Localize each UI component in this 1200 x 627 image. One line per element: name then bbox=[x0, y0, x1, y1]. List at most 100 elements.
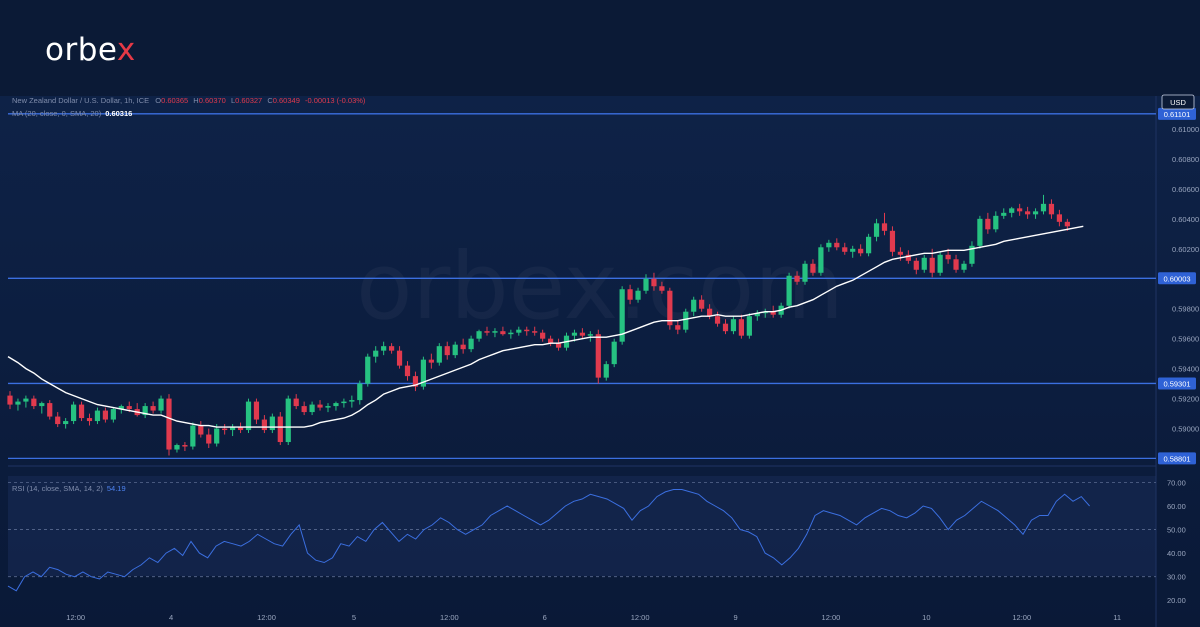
candle-body-down bbox=[659, 286, 665, 291]
candle-body-down bbox=[738, 319, 744, 336]
rsi-levels bbox=[8, 482, 1156, 578]
price-tick-label: 0.60600 bbox=[1172, 185, 1199, 194]
candle-body-down bbox=[889, 230, 896, 252]
candle-body-up bbox=[118, 406, 124, 410]
candle-body-up bbox=[71, 404, 77, 422]
candle-body-down bbox=[389, 346, 395, 351]
candle-body-down bbox=[253, 401, 260, 420]
horizontal-levels: 0.61101 0.60003 0.59301 0.58801 bbox=[8, 107, 1196, 465]
candle-body-up bbox=[1001, 212, 1007, 216]
time-tick-label: 6 bbox=[543, 613, 547, 622]
candle-body-down bbox=[261, 419, 267, 431]
candle-body-up bbox=[1009, 208, 1015, 213]
candle-body-up bbox=[866, 236, 872, 254]
rsi-tick-label: 40.00 bbox=[1167, 549, 1186, 558]
candle-body-down bbox=[1025, 211, 1031, 215]
candle-body-up bbox=[993, 215, 999, 230]
candle-body-down bbox=[858, 248, 864, 254]
level-label: 0.60003 bbox=[1163, 274, 1190, 283]
currency-label: USD bbox=[1170, 98, 1186, 107]
candle-body-down bbox=[881, 223, 888, 231]
candle-body-up bbox=[325, 406, 331, 408]
candle-body-down bbox=[1017, 208, 1023, 212]
candle-body-down bbox=[126, 406, 132, 410]
rsi-tick-label: 30.00 bbox=[1167, 573, 1186, 582]
candle-body-up bbox=[1040, 203, 1047, 212]
candle-body-up bbox=[230, 427, 236, 431]
candle-body-down bbox=[198, 425, 204, 435]
candle-body-down bbox=[770, 311, 776, 315]
candle-body-up bbox=[476, 331, 482, 339]
candle-body-up bbox=[969, 245, 975, 264]
time-tick-label: 12:00 bbox=[822, 613, 841, 622]
time-tick-label: 10 bbox=[922, 613, 930, 622]
candle-body-up bbox=[802, 263, 808, 282]
candle-body-down bbox=[1048, 203, 1055, 215]
time-tick-label: 4 bbox=[169, 613, 173, 622]
price-tick-label: 0.59000 bbox=[1172, 425, 1199, 434]
price-tick-label: 0.59600 bbox=[1172, 335, 1199, 344]
candle-body-down bbox=[47, 403, 53, 417]
candle-body-down bbox=[794, 275, 800, 282]
level-badge bbox=[1158, 107, 1196, 120]
currency-badge[interactable] bbox=[1161, 94, 1195, 110]
ma-line bbox=[7, 225, 1084, 428]
candle-body-up bbox=[110, 409, 116, 420]
candle-body-down bbox=[293, 398, 299, 407]
candle-body-up bbox=[63, 421, 69, 425]
price-tick-label: 0.59400 bbox=[1172, 365, 1199, 374]
candle-body-up bbox=[269, 416, 275, 431]
candle-body-up bbox=[245, 401, 252, 431]
candle-body-down bbox=[1056, 214, 1062, 222]
candle-body-up bbox=[468, 338, 474, 350]
candle-body-up bbox=[873, 223, 880, 237]
candle-body-up bbox=[611, 341, 617, 365]
candle-body-down bbox=[484, 331, 490, 333]
candle-body-up bbox=[214, 428, 220, 444]
candle-body-up bbox=[357, 383, 363, 401]
candle-body-up bbox=[23, 398, 29, 402]
candle-body-up bbox=[635, 290, 641, 300]
candle-body-up bbox=[619, 289, 625, 342]
candle-body-down bbox=[182, 445, 188, 447]
candle-body-down bbox=[524, 329, 530, 332]
candle-body-down bbox=[428, 359, 434, 363]
time-tick-label: 12:00 bbox=[257, 613, 276, 622]
candle-body-down bbox=[555, 343, 562, 348]
candle-body-down bbox=[460, 344, 466, 350]
candle-body-down bbox=[667, 290, 673, 326]
candle-body-up bbox=[571, 332, 578, 336]
candle-body-up bbox=[142, 406, 148, 416]
candle-body-down bbox=[651, 278, 657, 287]
candle-body-up bbox=[420, 359, 426, 387]
candle-body-down bbox=[317, 404, 323, 408]
candle-body-up bbox=[333, 403, 339, 407]
candle-body-down bbox=[985, 218, 991, 230]
candle-body-up bbox=[762, 311, 768, 314]
time-tick-label: 11 bbox=[1113, 613, 1121, 622]
candle-body-up bbox=[341, 401, 347, 404]
candle-body-up bbox=[643, 278, 649, 291]
ma-legend: MA (20, close, 0, SMA, 20) 0.60316 bbox=[12, 109, 132, 118]
candle-body-down bbox=[627, 289, 633, 300]
level-badge bbox=[1158, 452, 1196, 465]
candle-body-down bbox=[579, 332, 585, 336]
candle-body-up bbox=[730, 319, 737, 332]
candle-body-up bbox=[516, 329, 522, 333]
candle-body-up bbox=[158, 398, 164, 411]
level-label: 0.61101 bbox=[1164, 110, 1191, 119]
candle-body-up bbox=[786, 275, 792, 306]
candle-body-down bbox=[834, 242, 840, 248]
rsi-ticks: 70.00 60.00 50.00 40.00 30.00 20.00 bbox=[1167, 478, 1186, 605]
candle-body-down bbox=[540, 332, 546, 339]
price-tick-label: 0.61000 bbox=[1172, 125, 1199, 134]
candle-body-down bbox=[953, 259, 959, 270]
candle-body-up bbox=[754, 313, 760, 317]
candle-body-up bbox=[349, 400, 355, 402]
candle-body-down bbox=[1064, 221, 1070, 227]
candle-body-down bbox=[675, 325, 681, 330]
candle-body-down bbox=[929, 257, 935, 273]
candle-body-down bbox=[548, 338, 554, 344]
candle-body-down bbox=[102, 410, 108, 420]
